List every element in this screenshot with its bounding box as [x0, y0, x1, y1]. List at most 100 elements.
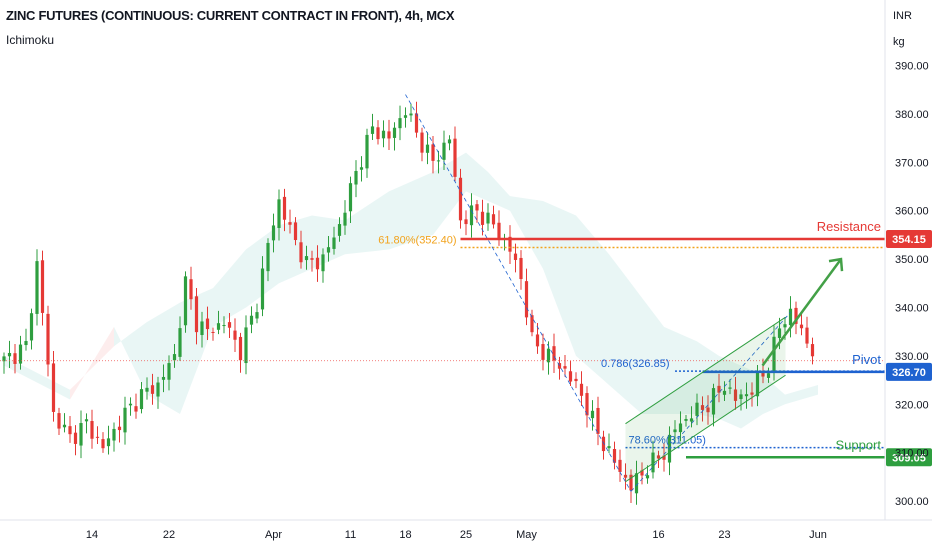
candle-body — [684, 418, 688, 421]
x-tick-label: 23 — [718, 529, 730, 541]
candle-body — [783, 324, 787, 328]
ichimoku-cloud-segment — [389, 171, 433, 250]
candle-body — [805, 327, 809, 344]
candle-body — [128, 403, 133, 406]
candle-body — [508, 236, 512, 252]
fib-trend-line — [405, 94, 632, 492]
channel-lower-line[interactable] — [625, 374, 786, 483]
ichimoku-cloud-segment — [345, 191, 389, 255]
x-tick-label: 14 — [86, 529, 98, 541]
candle-body — [579, 383, 584, 396]
candle-body — [95, 436, 100, 438]
candle-body — [183, 276, 188, 326]
candle-body — [277, 199, 281, 228]
candle-body — [337, 224, 342, 236]
y-tick-label: 310.00 — [895, 448, 929, 460]
candle-body — [222, 325, 226, 327]
candle-body — [205, 318, 210, 330]
candle-body — [79, 423, 83, 446]
candle-body — [90, 421, 94, 439]
candle-body — [656, 455, 661, 459]
candle-body — [574, 378, 578, 382]
candle-body — [57, 413, 61, 429]
projection-arrow[interactable] — [761, 258, 843, 367]
candle-body — [134, 406, 138, 412]
indicator-label[interactable]: Ichimoku — [6, 33, 55, 47]
candle-body — [722, 390, 727, 395]
candle-body — [409, 113, 413, 116]
candle-body — [590, 410, 595, 419]
candle-body — [491, 214, 496, 225]
candle-body — [563, 366, 567, 369]
candle-body — [68, 426, 72, 435]
y-tick-label: 330.00 — [895, 351, 929, 363]
candle-body — [211, 331, 215, 333]
ichimoku-cloud-segment — [147, 302, 180, 414]
candle-body — [282, 196, 287, 220]
candle-body — [431, 144, 435, 161]
candle-body — [420, 132, 424, 153]
candle-body — [651, 452, 655, 473]
candle-body — [640, 470, 644, 476]
candle-body — [172, 354, 177, 361]
candle-body — [62, 424, 67, 428]
candle-body — [794, 307, 798, 324]
candle-body — [480, 211, 485, 225]
fib-level-label: 0.786(326.85) — [601, 358, 670, 370]
ichimoku-cloud-segment — [70, 326, 114, 400]
channel-fill — [625, 317, 786, 482]
candle-body — [777, 328, 782, 338]
candle-body — [35, 261, 39, 314]
candle-body — [244, 327, 248, 364]
candle-body — [178, 328, 182, 357]
y-tick-label: 370.00 — [895, 157, 929, 169]
candle-body — [332, 237, 336, 249]
candle-body — [310, 258, 314, 260]
candle-body — [739, 394, 743, 400]
y-tick-label: 360.00 — [895, 206, 929, 218]
candle-body — [299, 242, 303, 263]
candle-body — [326, 247, 331, 253]
ichimoku-cloud-segment — [213, 249, 246, 327]
x-tick-label: 11 — [345, 529, 356, 541]
candle-body — [304, 256, 309, 261]
ichimoku-cloud-segment — [642, 297, 664, 414]
y-tick-label: 380.00 — [895, 109, 929, 121]
candle-body — [29, 313, 34, 341]
candle-body — [348, 183, 353, 212]
candle-body — [13, 353, 17, 364]
candle-body — [535, 334, 540, 347]
candle-body — [387, 131, 391, 139]
projection-arrow-head — [828, 257, 844, 272]
candle-body — [354, 170, 358, 185]
candle-body — [552, 346, 556, 361]
candle-body — [359, 167, 364, 170]
candle-body — [255, 312, 259, 319]
ichimoku-cloud-segment — [433, 152, 466, 235]
candle-body — [475, 204, 479, 211]
candle-body — [123, 407, 127, 433]
candle-body — [200, 321, 204, 336]
candle-body — [513, 253, 518, 260]
fib-level-label: 78.60%(311.05) — [629, 435, 706, 447]
candle-body — [524, 281, 529, 318]
candle-body — [271, 225, 276, 241]
candle-body — [645, 475, 650, 479]
x-tick-label: May — [516, 529, 537, 541]
candle-body — [398, 118, 402, 129]
ichimoku-cloud-segment — [763, 375, 785, 414]
candle-body — [486, 212, 490, 224]
candle-body — [233, 330, 237, 340]
candle-body — [216, 323, 221, 330]
y-tick-label: 390.00 — [895, 61, 929, 73]
candle-body — [106, 438, 111, 447]
candle-body — [266, 242, 270, 272]
channel-upper-line[interactable] — [625, 316, 786, 425]
candle-body — [733, 389, 738, 401]
candle-body — [156, 382, 160, 397]
ichimoku-cloud-segment — [576, 215, 609, 385]
candle-body — [689, 418, 694, 422]
candle-body — [700, 405, 705, 410]
